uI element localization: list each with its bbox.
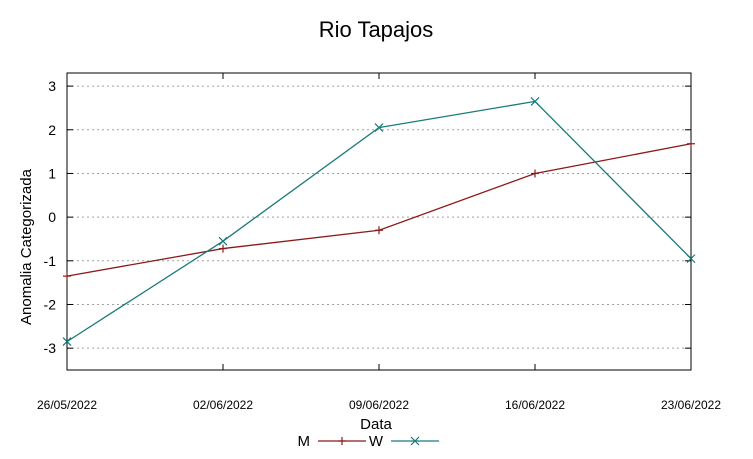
data-point	[63, 272, 71, 281]
series	[62, 96, 696, 347]
x-tick-label: 09/06/2022	[349, 398, 409, 412]
data-point	[530, 96, 540, 106]
y-tick-label: 1	[48, 165, 56, 181]
chart-title: Rio Tapajos	[319, 17, 434, 42]
y-tick-label: 0	[48, 209, 56, 225]
data-point	[338, 437, 346, 445]
y-tick-label: 2	[48, 122, 56, 138]
marker-stroke	[410, 436, 420, 446]
y-tick-label: -2	[44, 296, 57, 312]
marker-stroke	[62, 337, 72, 347]
y-axis-ticks: 3 2 1 0 -1 -2 -3	[44, 78, 691, 356]
x-tick-label: 26/05/2022	[37, 398, 97, 412]
data-point	[62, 337, 72, 347]
x-axis-label: Data	[360, 416, 392, 433]
x-tick-label: 02/06/2022	[193, 398, 253, 412]
data-point	[531, 169, 539, 178]
marker-stroke	[374, 123, 384, 133]
data-point	[375, 226, 383, 235]
legend-label: M	[298, 433, 311, 450]
y-tick-label: -1	[44, 253, 57, 269]
grid	[67, 85, 691, 349]
data-point	[687, 139, 695, 148]
legend-label: W	[369, 433, 384, 450]
data-point	[374, 123, 384, 133]
plot-area	[66, 72, 692, 371]
y-tick-label: 3	[48, 78, 56, 94]
x-tick-label: 23/06/2022	[661, 398, 721, 412]
marker-stroke	[686, 254, 696, 264]
x-axis-ticks: 26/05/2022 02/06/2022 09/06/2022 16/06/2022…	[37, 73, 721, 412]
x-tick-label: 16/06/2022	[505, 398, 565, 412]
data-point	[219, 244, 227, 253]
data-point	[218, 236, 228, 246]
y-axis-label: Anomalia Categorizada	[18, 168, 35, 325]
y-tick-label: -3	[44, 340, 57, 356]
marker-stroke	[218, 236, 228, 246]
data-point	[686, 254, 696, 264]
series-line-w	[66, 100, 692, 343]
marker-stroke	[530, 96, 540, 106]
data-point	[410, 436, 420, 446]
